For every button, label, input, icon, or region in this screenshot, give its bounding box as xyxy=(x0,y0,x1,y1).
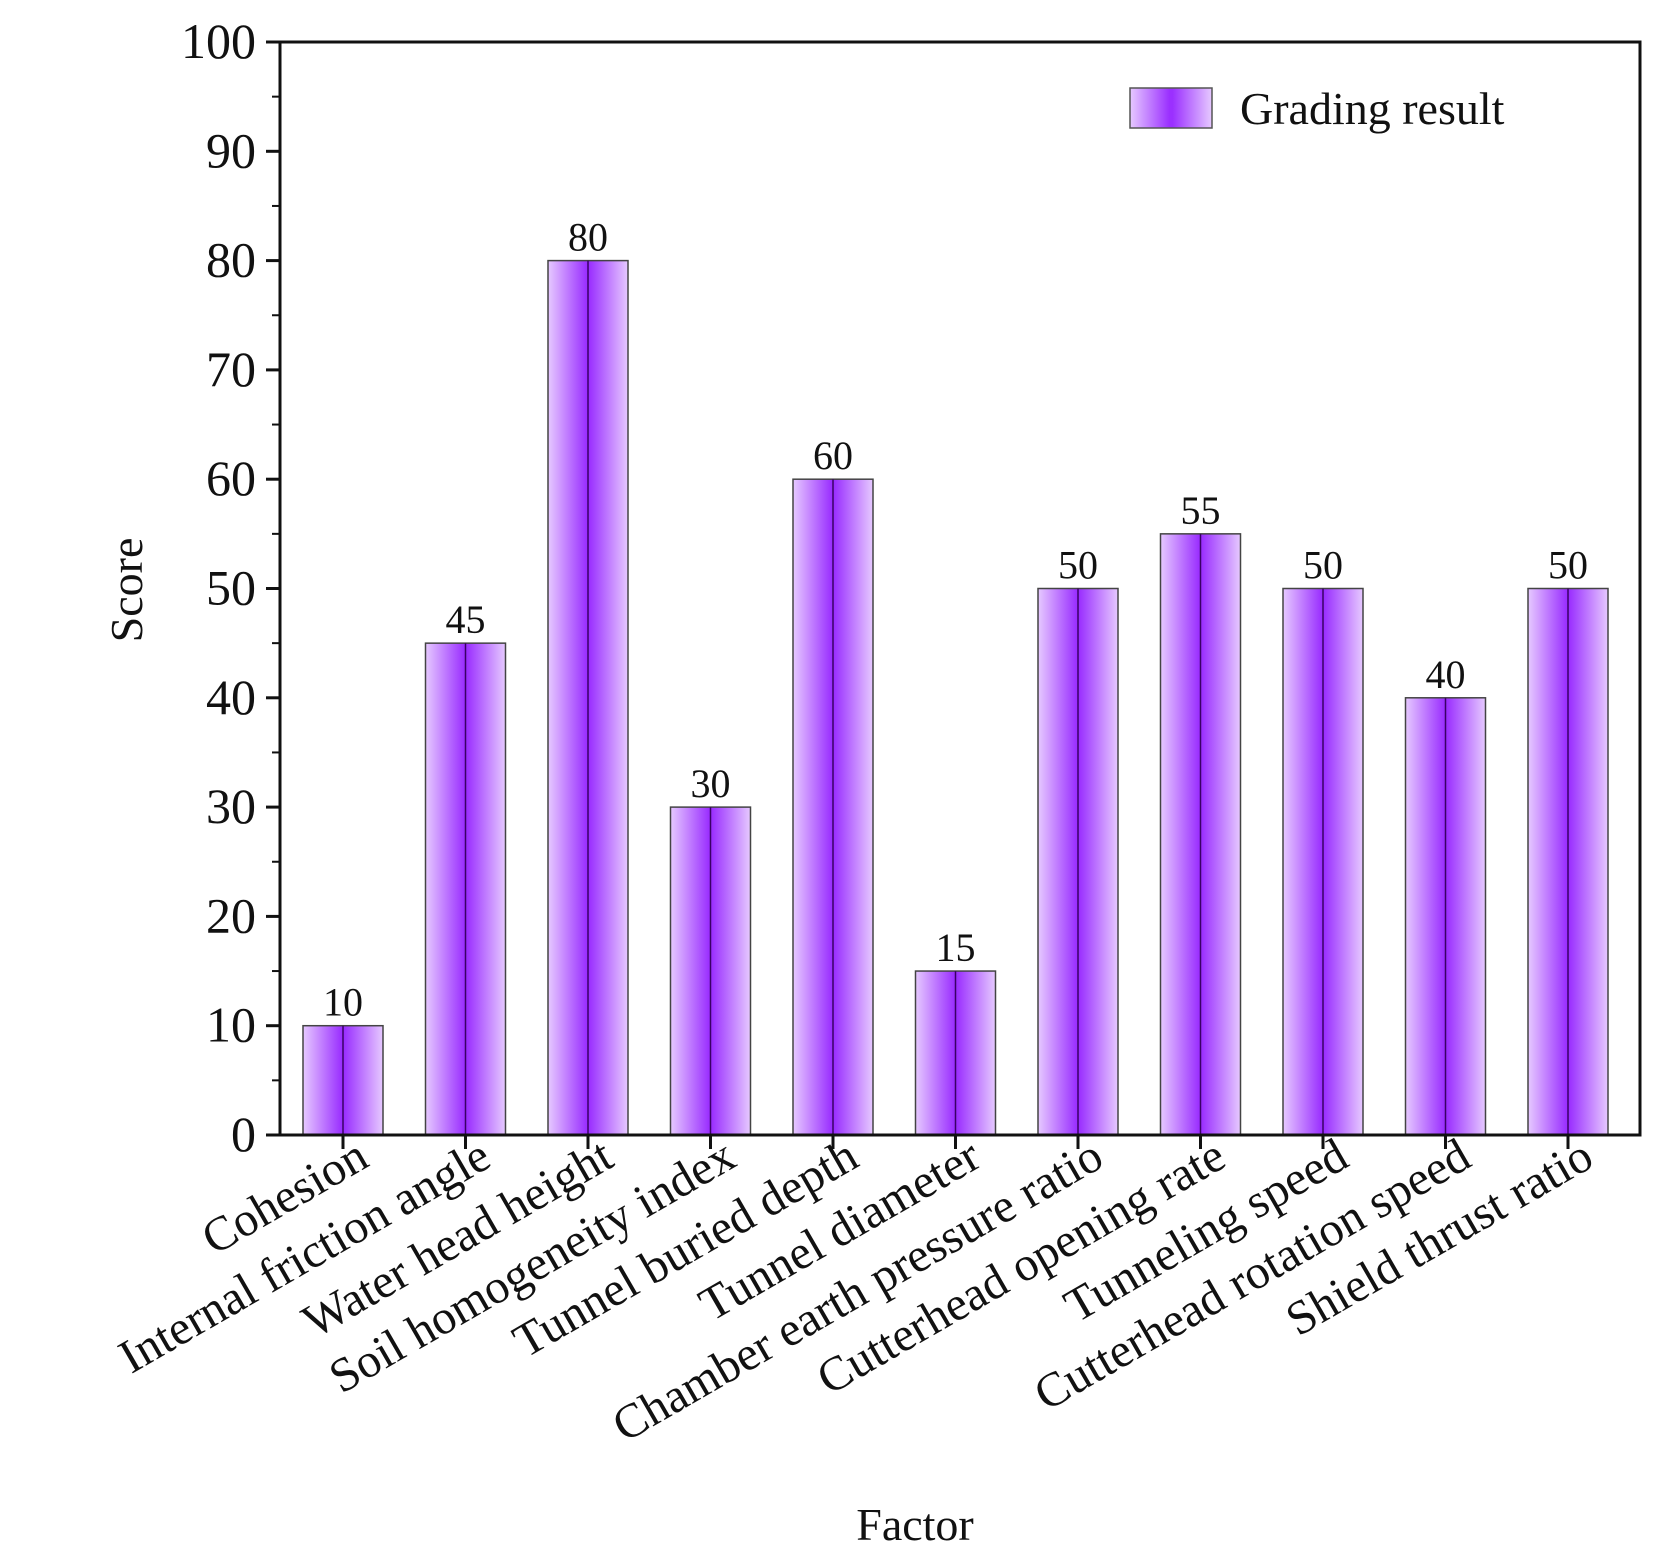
y-tick-label: 20 xyxy=(206,887,256,943)
y-tick-label: 60 xyxy=(206,450,256,506)
legend-swatch xyxy=(1129,87,1213,129)
data-label: 50 xyxy=(1058,543,1098,588)
data-label: 50 xyxy=(1303,543,1343,588)
data-label: 55 xyxy=(1181,488,1221,533)
y-tick-label: 0 xyxy=(231,1106,256,1162)
data-label: 60 xyxy=(813,433,853,478)
data-label: 15 xyxy=(936,925,976,970)
y-tick-label: 40 xyxy=(206,669,256,725)
data-label: 30 xyxy=(691,761,731,806)
y-tick-label: 50 xyxy=(206,560,256,616)
y-tick-label: 80 xyxy=(206,232,256,288)
y-tick-label: 70 xyxy=(206,341,256,397)
data-label: 10 xyxy=(323,980,363,1025)
y-tick-label: 30 xyxy=(206,778,256,834)
legend: Grading result xyxy=(1129,83,1505,134)
data-label: 45 xyxy=(446,597,486,642)
y-axis-title: Score xyxy=(101,538,152,643)
y-tick-label: 10 xyxy=(206,997,256,1053)
data-label: 50 xyxy=(1548,543,1588,588)
x-axis-title: Factor xyxy=(856,1499,974,1550)
y-axis: 0 10 20 30 40 50 60 70 80 90 100 xyxy=(181,13,280,1162)
bars xyxy=(302,259,1609,1136)
data-labels: 10 45 80 30 60 15 50 55 50 40 50 xyxy=(323,215,1588,1025)
legend-label: Grading result xyxy=(1240,83,1505,134)
y-tick-label: 100 xyxy=(181,13,256,69)
y-tick-label: 90 xyxy=(206,122,256,178)
data-label: 40 xyxy=(1426,652,1466,697)
data-label: 80 xyxy=(568,215,608,260)
